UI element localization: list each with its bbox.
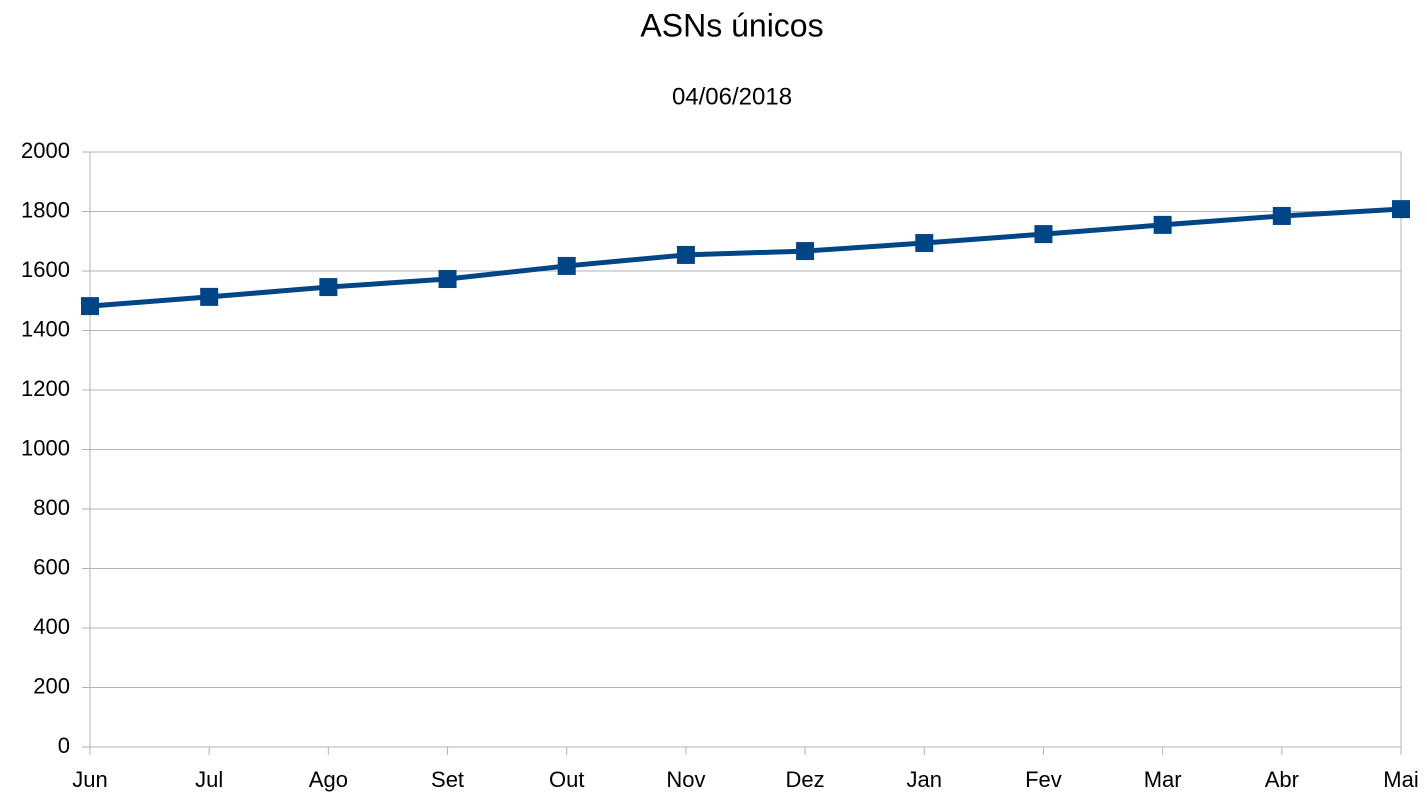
marker bbox=[1272, 206, 1291, 225]
marker bbox=[676, 245, 695, 264]
y-tick-label: 800 bbox=[33, 495, 70, 520]
y-tick-label: 400 bbox=[33, 614, 70, 639]
marker bbox=[557, 256, 576, 275]
marker bbox=[438, 270, 457, 289]
chart-subtitle: 04/06/2018 bbox=[672, 83, 792, 110]
y-tick-label: 1000 bbox=[21, 435, 70, 460]
y-tick-label: 1400 bbox=[21, 316, 70, 341]
x-tick-label: Out bbox=[549, 767, 584, 792]
marker bbox=[200, 287, 219, 306]
marker bbox=[1034, 225, 1053, 244]
x-tick-label: Jul bbox=[195, 767, 223, 792]
x-tick-label: Jun bbox=[72, 767, 107, 792]
y-tick-label: 1600 bbox=[21, 257, 70, 282]
marker bbox=[796, 242, 815, 261]
x-tick-label: Abr bbox=[1265, 767, 1299, 792]
y-tick-label: 1200 bbox=[21, 376, 70, 401]
x-tick-label: Jan bbox=[907, 767, 942, 792]
x-tick-label: Ago bbox=[309, 767, 348, 792]
line bbox=[89, 206, 1402, 309]
x-tick-label: Set bbox=[431, 767, 464, 792]
marker bbox=[1392, 200, 1410, 219]
y-tick-label: 600 bbox=[33, 554, 70, 579]
y-tick-label: 0 bbox=[58, 733, 70, 758]
x-tick-label: Dez bbox=[786, 767, 825, 792]
chart-title: ASNs únicos bbox=[640, 7, 823, 43]
marker bbox=[915, 234, 934, 253]
x-tick-label: Mar bbox=[1144, 767, 1182, 792]
marker bbox=[319, 278, 338, 297]
x-tick-label: Mai bbox=[1383, 767, 1418, 792]
marker bbox=[1153, 215, 1172, 234]
x-tick-label: Fev bbox=[1025, 767, 1062, 792]
marker bbox=[81, 297, 99, 316]
x-tick-label: Nov bbox=[666, 767, 705, 792]
y-tick-label: 1800 bbox=[21, 197, 70, 222]
y-tick-label: 200 bbox=[33, 673, 70, 698]
y-tick-label: 2000 bbox=[21, 138, 70, 163]
